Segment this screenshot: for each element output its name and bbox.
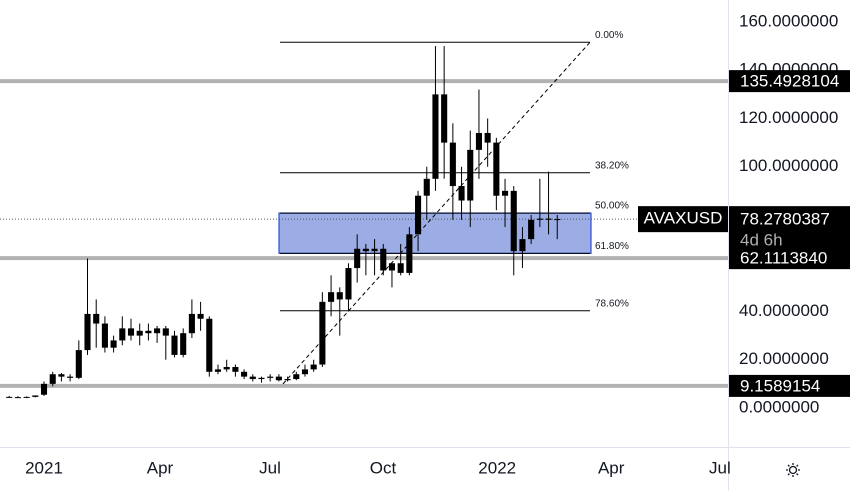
candle-body [119,328,126,341]
candle-body [58,374,65,377]
candle-body [319,301,326,365]
last-price-box [729,206,850,253]
level-label-box [729,70,850,93]
x-tick-label: Oct [370,458,397,477]
candle-body [328,292,335,302]
y-tick-label: 100.0000000 [739,156,838,175]
candle-body [336,292,343,300]
fib-label: 38.20% [595,160,629,171]
y-tick-label: 160.0000000 [739,11,838,30]
candle-body [362,248,369,252]
candle-body [110,340,117,348]
candle-body [154,328,161,334]
y-tick-label: 120.0000000 [739,108,838,127]
candle-body [93,313,100,324]
candle-body [180,333,187,355]
countdown-label: 4d 6h [740,231,783,250]
candle-body [301,369,309,375]
x-tick-label: Jul [709,458,731,477]
last-price-label: 78.2780387 [740,210,830,229]
candle-body [415,195,422,235]
candle-body [23,396,30,398]
candle-body [510,190,517,252]
x-tick-label: Jul [259,458,281,477]
candle-body [14,397,21,399]
candle-body [258,377,265,380]
candle-body [145,330,152,334]
candle-body [188,313,195,334]
candle-body [223,366,230,370]
candle-body [49,374,56,384]
candle-body [206,318,213,372]
level-label-box [729,374,850,397]
candle-body [354,248,361,269]
candle-body [397,263,404,273]
candle-body [545,218,552,220]
x-tick-label: Apr [147,458,174,477]
level-label: 9.1589154 [740,376,820,395]
level-label: 62.1113840 [740,249,827,268]
candle-body [371,248,378,252]
candle-body [484,132,491,143]
settings-icon[interactable] [786,463,800,477]
candle-body [214,369,222,372]
candle-body [432,94,439,179]
candle-body [40,383,48,395]
candle-body [388,263,396,271]
candle-body [162,328,169,336]
candle-body [449,142,456,187]
symbol-box [638,206,728,233]
x-tick-label: 2022 [478,458,516,477]
candle-body [67,376,74,378]
candle-body [197,313,204,319]
candle-body [284,379,291,381]
candle-body [241,371,248,377]
fib-label: 0.00% [595,30,623,41]
candle-body [249,376,256,380]
candle-body [554,219,561,221]
level-label: 135.4928104 [740,72,839,91]
level-label-box [729,247,850,270]
candle-body [293,374,300,380]
candle-body [232,366,239,372]
candle-body [502,190,509,196]
x-tick-label: Apr [598,458,625,477]
candle-body [101,323,108,348]
y-tick-label: 20.0000000 [739,349,829,368]
candle-body [441,94,448,143]
fib-label: 78.60% [595,298,629,309]
candle-body [467,149,474,201]
fib-label: 61.80% [595,241,629,252]
y-tick-label: 40.0000000 [739,301,829,320]
candle-body [406,234,413,273]
symbol-label: AVAXUSD [644,209,723,228]
y-tick-label: 0.0000000 [739,397,819,416]
candle-body [345,268,352,300]
candle-body [528,219,535,240]
candle-body [519,239,526,252]
candle-body [423,178,430,196]
candle-body [310,364,317,370]
candle-body [6,396,13,398]
candle-body [275,376,282,381]
candle-body [171,335,178,355]
candle-body [267,376,274,378]
candle-body [458,186,465,201]
candle-body [493,142,500,196]
candle-body [32,395,39,397]
fib-label: 50.00% [595,201,629,212]
candle-body [75,350,82,378]
candle-body [475,132,482,150]
candle-body [536,218,543,220]
candle-body [127,328,135,336]
x-tick-label: 2021 [25,458,63,477]
candle-body [84,313,91,351]
candle-body [380,248,387,271]
candle-body [136,330,143,336]
